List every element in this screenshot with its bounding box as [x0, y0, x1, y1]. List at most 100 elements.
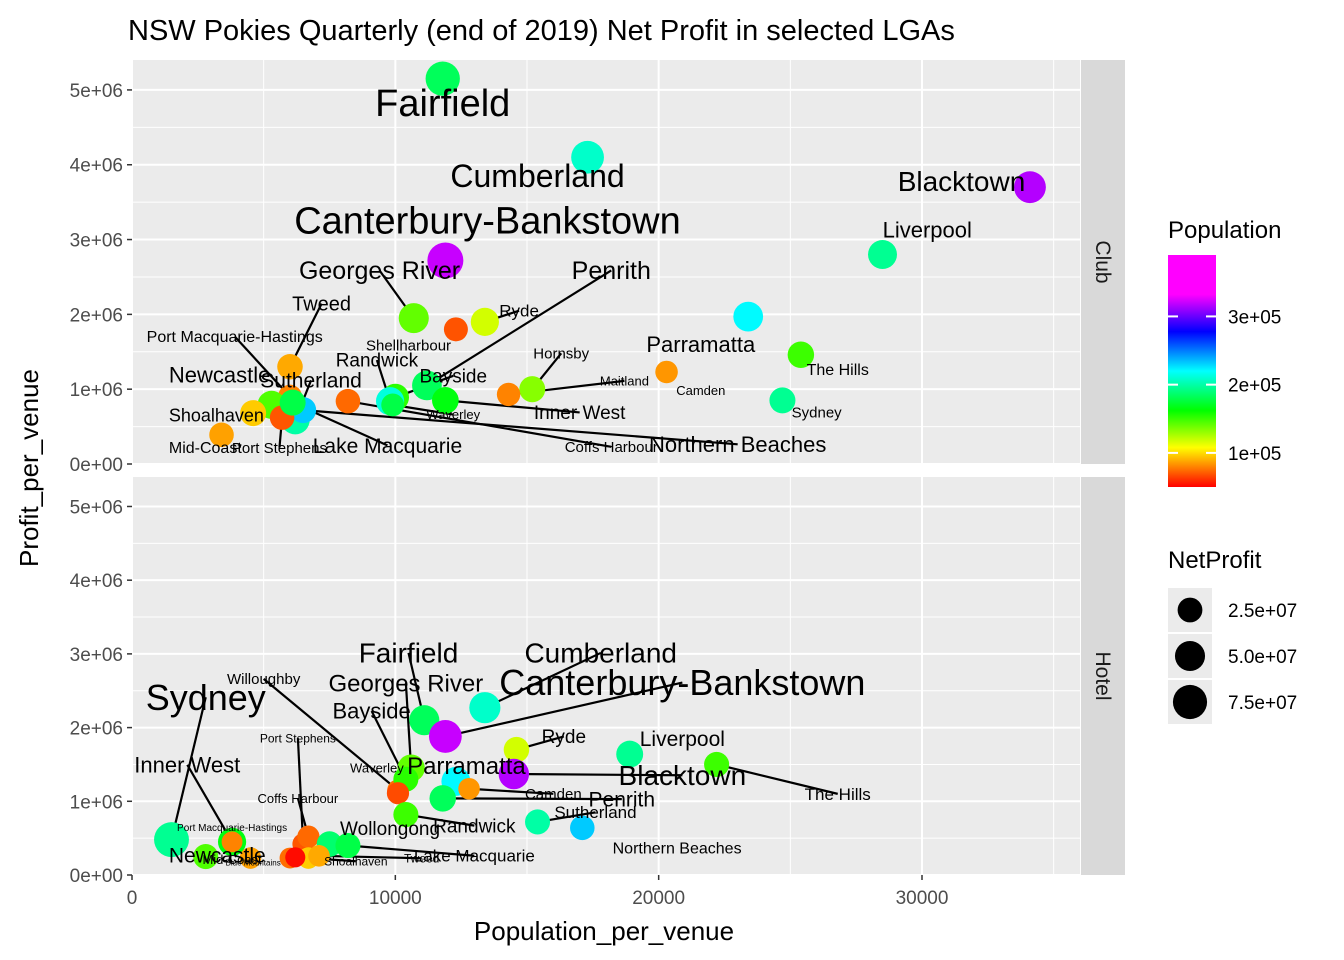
label-leader-line	[426, 269, 612, 387]
label-leader-line	[296, 738, 305, 845]
size-legend-label: 2.5e+07	[1228, 601, 1297, 622]
y-tick-label: 0e+00	[70, 866, 123, 887]
point-label: Inner West	[134, 753, 240, 778]
data-point	[398, 303, 429, 334]
point-label: Blue Mountains	[226, 858, 281, 867]
size-legend-title: NetProfit	[1168, 547, 1262, 574]
point-label: Lake Macquarie	[414, 847, 535, 866]
point-label: Georges River	[299, 257, 460, 285]
point-label: Sydney	[792, 405, 843, 422]
point-label: Port Macquarie-Hastings	[147, 329, 323, 346]
point-label: Northern Beaches	[613, 841, 742, 858]
point-label: Port Stephens	[260, 731, 336, 745]
point-label: Canterbury-Bankstown	[499, 662, 865, 703]
data-point	[503, 736, 530, 763]
point-label: Port Stephens	[232, 440, 327, 457]
y-tick-label: 2e+06	[70, 305, 123, 326]
point-label: Waverley	[426, 407, 480, 422]
point-label: Sutherland	[260, 370, 362, 393]
point-label: Cumberland	[524, 638, 677, 669]
point-label: Randwick	[336, 351, 419, 372]
color-legend-label: 3e+05	[1228, 307, 1281, 328]
point-label: Shellharbour	[366, 337, 451, 354]
point-label: Liverpool	[640, 728, 725, 751]
label-leader-line	[303, 409, 738, 446]
point-label: Camden	[525, 786, 582, 803]
panel-hotel: 0e+00 1e+06 2e+06 3e+06 4e+06 5e+06 Hotel Sydne…	[70, 477, 1125, 887]
data-point	[239, 847, 262, 869]
point-label: Blacktown	[619, 760, 747, 791]
point-label: Mid-Coast	[202, 852, 262, 867]
data-point	[221, 831, 243, 853]
label-leader-line	[233, 335, 291, 398]
point-label: Blacktown	[898, 166, 1026, 197]
label-leader-line	[445, 399, 580, 414]
point-label: Inner West	[534, 403, 626, 424]
panel-club: 0e+00 1e+06 2e+06 3e+06 4e+06 5e+06 Club Fairfi…	[70, 60, 1125, 476]
point-label: Fairfield	[359, 638, 459, 669]
data-point	[498, 758, 530, 790]
x-tick-label: 20000	[632, 888, 685, 909]
data-point	[393, 802, 419, 828]
y-tick-label: 2e+06	[70, 719, 123, 740]
data-point	[386, 782, 410, 805]
color-legend-title: Population	[1168, 217, 1281, 244]
point-label: Georges River	[328, 670, 483, 697]
facet-strip-label: Club	[1091, 240, 1114, 283]
size-legend-label: 7.5e+07	[1228, 693, 1297, 714]
data-point	[787, 341, 815, 369]
point-label: Lake Macquarie	[313, 435, 462, 458]
size-legend-dot	[1177, 597, 1203, 623]
color-legend-bar	[1168, 255, 1216, 487]
point-label: Coffs Harbour	[565, 439, 658, 456]
data-point	[1014, 171, 1046, 204]
size-legend-dot	[1174, 640, 1206, 672]
size-legend-label: 5.0e+07	[1228, 647, 1297, 668]
label-leader-line	[445, 681, 683, 738]
size-legend-dot	[1172, 684, 1208, 720]
point-label: Sydney	[146, 677, 266, 718]
point-label: Cumberland	[450, 158, 624, 194]
data-point	[769, 387, 796, 414]
point-label: Mid-Coast	[169, 440, 242, 457]
y-tick-label: 0e+00	[70, 455, 123, 476]
data-point	[427, 242, 464, 279]
point-label: Randwick	[433, 816, 516, 837]
x-axis-title: Population_per_venue	[474, 916, 734, 946]
facet-strip	[1081, 477, 1125, 875]
point-label: Shoalhaven	[169, 405, 264, 425]
point-label: Shoalhaven	[324, 854, 387, 868]
point-label: Bayside	[332, 699, 410, 724]
x-tick-label: 30000	[896, 888, 949, 909]
data-point	[335, 832, 361, 859]
point-label: Willoughby	[227, 671, 301, 688]
y-axis-title: Profit_per_venue	[14, 369, 44, 567]
data-point	[381, 393, 405, 417]
label-leader-line	[347, 844, 475, 857]
data-point	[519, 376, 546, 403]
point-label: Waverley	[350, 761, 404, 776]
x-axis: 0 10000 20000 30000	[127, 875, 949, 909]
data-point	[655, 360, 678, 384]
label-leader-line	[513, 772, 683, 777]
point-label: Port Macquarie-Hastings	[177, 823, 287, 834]
color-legend-label: 2e+05	[1228, 376, 1281, 397]
x-tick-label: 10000	[369, 888, 422, 909]
label-leader-line	[469, 787, 554, 795]
data-point	[308, 845, 330, 867]
point-label: Northern Beaches	[649, 432, 826, 457]
point-label: Tweed	[404, 851, 439, 865]
data-point	[279, 389, 306, 416]
label-leader-line	[716, 763, 838, 795]
data-point	[432, 387, 459, 414]
data-point	[209, 422, 234, 448]
label-leader-line	[404, 683, 413, 769]
data-point	[425, 61, 460, 96]
point-label: Sutherland	[554, 803, 636, 822]
data-point	[458, 777, 480, 800]
data-point	[496, 382, 521, 407]
data-point	[616, 740, 644, 768]
y-tick-label: 4e+06	[70, 571, 123, 592]
data-point	[571, 140, 604, 174]
